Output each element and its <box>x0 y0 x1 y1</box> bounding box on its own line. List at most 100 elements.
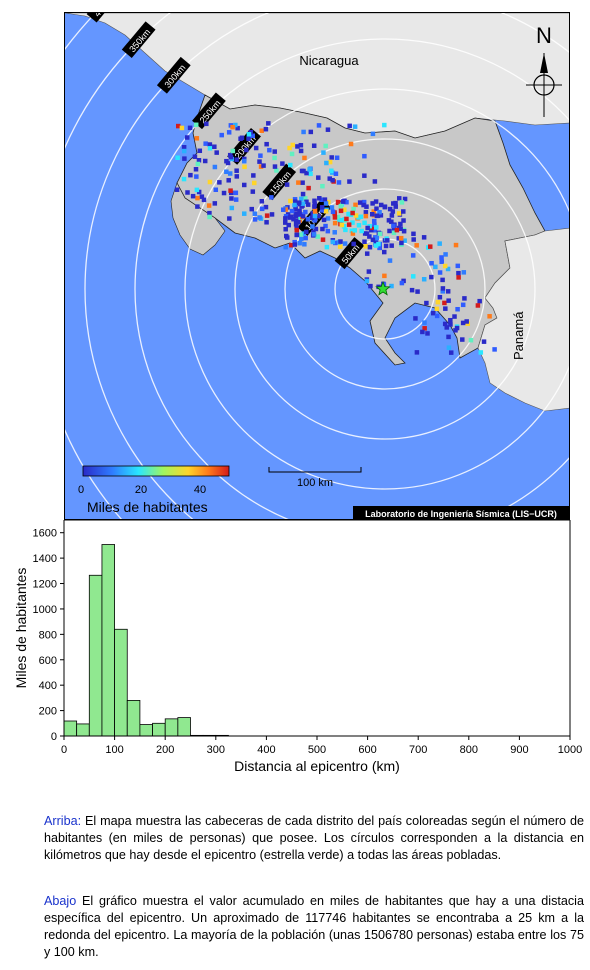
district-dot <box>332 215 338 220</box>
district-dot <box>289 242 294 248</box>
x-tick-label: 400 <box>257 744 275 756</box>
distance-ring <box>234 138 536 440</box>
colorbar-title: Miles de habitantes <box>87 499 208 515</box>
district-dot <box>325 127 331 132</box>
district-dot <box>241 182 247 188</box>
district-dot <box>351 206 356 212</box>
district-dot <box>431 310 436 316</box>
district-dot <box>370 131 376 137</box>
district-dot <box>368 283 373 289</box>
district-dot <box>435 299 441 305</box>
district-dot <box>333 240 338 246</box>
district-dot <box>234 157 239 162</box>
district-dot <box>212 201 218 206</box>
district-dot <box>313 216 318 221</box>
x-tick-label: 200 <box>156 744 174 756</box>
distance-ring <box>284 188 486 390</box>
district-dot <box>391 223 396 229</box>
district-dot <box>311 143 317 148</box>
district-dot <box>371 209 376 214</box>
district-dot <box>286 222 291 228</box>
district-dot <box>487 314 492 319</box>
district-dot <box>478 350 484 355</box>
district-dot <box>475 303 481 308</box>
district-dot <box>344 216 349 222</box>
district-dot <box>263 126 269 132</box>
district-dot <box>327 159 333 165</box>
district-dot <box>280 161 285 166</box>
district-dot <box>258 164 264 169</box>
district-dot <box>370 201 375 206</box>
district-dot <box>310 224 315 229</box>
district-dot <box>389 283 394 289</box>
district-dot <box>217 180 222 185</box>
district-dot <box>422 326 427 331</box>
district-dot <box>288 198 293 204</box>
district-dot <box>250 133 255 139</box>
district-dot <box>353 213 359 218</box>
district-dot <box>224 169 229 175</box>
x-tick-label: 0 <box>61 744 67 756</box>
district-dot <box>332 230 337 235</box>
district-dot <box>376 241 381 247</box>
district-dot <box>410 253 416 258</box>
caption-top-text: El mapa muestra las cabeceras de cada di… <box>44 814 584 862</box>
district-dot <box>259 199 265 204</box>
histogram-bar <box>76 723 90 737</box>
district-dot <box>204 121 209 127</box>
x-tick-label: 800 <box>460 744 478 756</box>
district-dot <box>369 225 375 230</box>
district-dot <box>292 202 297 208</box>
district-dot <box>325 216 331 221</box>
district-dot <box>300 191 306 197</box>
district-dot <box>343 227 348 233</box>
district-dot <box>283 220 288 225</box>
district-dot <box>300 180 305 185</box>
district-dot <box>293 213 299 219</box>
land-panama <box>477 227 569 412</box>
district-dot <box>287 145 292 151</box>
map-canvas: 50km100km150km200km250km300km350km400km4… <box>65 13 569 519</box>
district-dot <box>296 180 301 185</box>
district-dot <box>442 321 448 327</box>
district-dot <box>203 141 208 146</box>
district-dot <box>194 174 199 179</box>
district-dot <box>272 164 278 169</box>
district-dot <box>373 240 379 245</box>
district-dot <box>361 202 366 208</box>
y-tick-label: 400 <box>39 680 57 692</box>
district-dot <box>294 220 299 226</box>
district-dot <box>461 270 467 275</box>
district-dot <box>294 225 299 230</box>
district-dot <box>420 329 425 335</box>
district-dot <box>372 222 377 227</box>
district-dot <box>356 215 361 220</box>
district-dot <box>297 208 302 214</box>
district-dot <box>195 161 201 167</box>
district-dot <box>300 201 306 206</box>
district-dot <box>188 172 193 178</box>
district-dot <box>264 213 270 218</box>
district-dot <box>304 170 309 176</box>
district-dot <box>329 168 334 174</box>
histogram-bar <box>139 724 153 737</box>
district-dot <box>363 210 369 215</box>
distance-ring <box>84 13 569 519</box>
district-dot <box>304 229 309 235</box>
district-dot <box>302 155 307 161</box>
district-dot <box>227 216 232 221</box>
x-tick-label: 900 <box>510 744 528 756</box>
district-dot <box>303 196 308 201</box>
district-dot <box>219 132 224 138</box>
district-dot <box>365 225 370 231</box>
district-dot <box>371 218 377 224</box>
north-arrow: N <box>526 23 562 117</box>
district-dot <box>321 217 327 223</box>
district-dot <box>193 122 199 128</box>
district-dot <box>196 189 202 195</box>
caption-bottom-lead: Abajo <box>44 894 77 908</box>
district-dot <box>176 123 181 129</box>
district-dot <box>442 263 448 269</box>
district-dot <box>253 145 259 151</box>
district-dot <box>291 216 296 222</box>
